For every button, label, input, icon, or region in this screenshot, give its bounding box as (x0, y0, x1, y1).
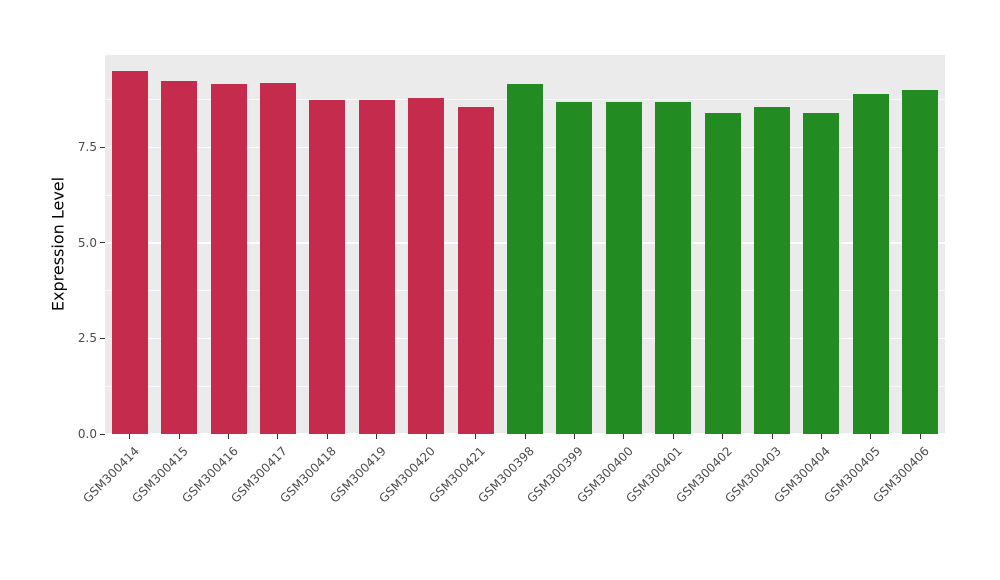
x-tick-mark (573, 434, 575, 439)
bar-GSM300417 (259, 82, 296, 434)
x-tick-label: GSM300415 (129, 444, 192, 506)
bar-GSM300415 (161, 80, 198, 434)
x-tick-label: GSM300400 (574, 444, 636, 506)
y-tick-label: 2.5 (77, 331, 97, 346)
x-tick-label: GSM300399 (524, 444, 587, 506)
bar-GSM300398 (507, 84, 543, 434)
x-tick-mark (820, 434, 822, 439)
x-tick-mark (376, 434, 378, 439)
x-tick-mark (129, 434, 131, 439)
x-tick-label: GSM300420 (376, 444, 439, 506)
bar-GSM300406 (902, 90, 939, 434)
x-tick-label: GSM300404 (771, 444, 834, 506)
x-tick-label: GSM300406 (870, 444, 933, 506)
x-tick-label: GSM300414 (80, 444, 142, 506)
x-tick-label: GSM300398 (475, 444, 537, 506)
x-tick-mark (672, 434, 674, 439)
x-tick-mark (178, 434, 180, 439)
bar-GSM300419 (358, 99, 395, 434)
bar-GSM300414 (111, 71, 148, 434)
x-tick-label: GSM300401 (623, 444, 686, 506)
bar-GSM300401 (655, 101, 692, 434)
x-tick-mark (771, 434, 773, 439)
x-tick-mark (326, 434, 328, 439)
x-tick-label: GSM300416 (178, 444, 241, 506)
y-tick-mark (100, 146, 105, 148)
bar-GSM300403 (754, 107, 791, 434)
y-tick-mark (100, 433, 105, 435)
x-tick-label: GSM300403 (722, 444, 784, 506)
x-tick-mark (623, 434, 625, 439)
bar-GSM300404 (803, 113, 840, 434)
y-tick-mark (100, 242, 105, 244)
bar-GSM300420 (408, 97, 445, 434)
bar-GSM300416 (210, 84, 247, 434)
x-tick-mark (228, 434, 230, 439)
y-tick-label: 5.0 (77, 235, 97, 250)
bar-GSM300418 (309, 99, 346, 434)
x-tick-mark (277, 434, 279, 439)
bar-GSM300399 (556, 101, 593, 434)
x-tick-label: GSM300421 (425, 444, 488, 506)
x-tick-mark (524, 434, 526, 439)
x-tick-label: GSM300418 (277, 444, 340, 506)
x-tick-label: GSM300419 (327, 444, 389, 506)
y-tick-mark (100, 337, 105, 339)
y-tick-label: 7.5 (77, 140, 97, 155)
x-tick-label: GSM300402 (672, 444, 735, 506)
x-tick-label: GSM300417 (228, 444, 290, 506)
bar-GSM300400 (605, 101, 642, 434)
x-tick-label: GSM300405 (821, 444, 883, 506)
x-tick-mark (475, 434, 477, 439)
x-tick-mark (919, 434, 921, 439)
bar-GSM300421 (457, 107, 494, 434)
x-tick-mark (722, 434, 724, 439)
x-tick-mark (870, 434, 872, 439)
plot-panel (105, 55, 945, 435)
x-tick-mark (425, 434, 427, 439)
y-tick-label: 0.0 (77, 427, 97, 441)
bar-GSM300405 (852, 93, 889, 434)
bar-GSM300402 (704, 113, 741, 434)
